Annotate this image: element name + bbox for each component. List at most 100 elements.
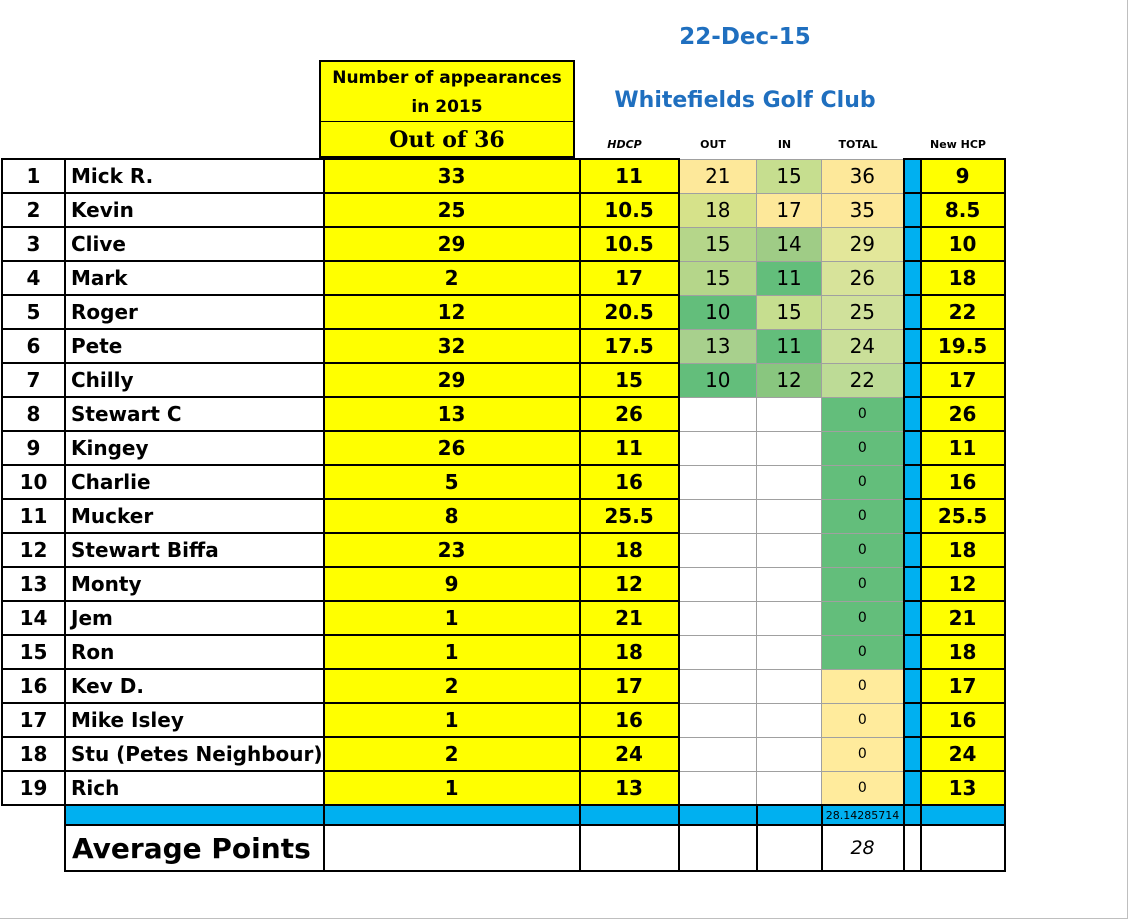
player-name-cell: Chilly [64, 362, 325, 398]
appearances-cell: 29 [322, 362, 581, 398]
out-cell [678, 396, 758, 432]
new-hcp-header: New HCP [930, 138, 986, 151]
blue-divider-cell [902, 396, 922, 432]
appearances-cell: 29 [322, 226, 581, 262]
blue-divider-cell [902, 464, 922, 500]
position-cell: 11 [1, 498, 66, 534]
out-header: OUT [700, 138, 726, 151]
out-cell: 15 [678, 260, 758, 296]
blue-divider-cell [902, 668, 922, 704]
summary-bar-row: 28.14285714 [2, 804, 1006, 826]
hdcp-cell: 13 [578, 770, 680, 806]
position-cell: 9 [1, 430, 66, 466]
total-cell: 35 [821, 192, 905, 228]
hdcp-cell: 11 [578, 158, 680, 194]
blue-divider-cell [902, 192, 922, 228]
player-row: 6 Pete 32 17.5 13 11 24 19.5 [1, 328, 1006, 364]
position-cell: 2 [1, 192, 66, 228]
position-cell: 18 [1, 736, 66, 772]
new-hcp-cell: 22 [919, 294, 1006, 330]
in-cell [756, 532, 823, 568]
total-header: TOTAL [838, 138, 878, 151]
appearances-cell: 23 [322, 532, 581, 568]
blue-divider-cell [902, 532, 922, 568]
position-cell: 1 [1, 158, 66, 194]
total-cell: 0 [821, 600, 905, 636]
average-row: Average Points 28 [2, 824, 1006, 872]
appearances-cell: 26 [322, 430, 581, 466]
appearances-cell: 12 [322, 294, 581, 330]
out-of-label: Out of 36 [319, 122, 575, 158]
in-cell: 12 [756, 362, 823, 398]
appearances-cell: 25 [322, 192, 581, 228]
player-name-cell: Kingey [64, 430, 325, 466]
total-cell: 36 [821, 158, 905, 194]
in-cell [756, 736, 823, 772]
out-cell [678, 770, 758, 806]
player-name-cell: Pete [64, 328, 325, 364]
out-cell [678, 498, 758, 534]
player-row: 1 Mick R. 33 11 21 15 36 9 [1, 158, 1006, 194]
in-cell: 11 [756, 260, 823, 296]
total-cell: 0 [821, 770, 905, 806]
player-name-cell: Stu (Petes Neighbour) [64, 736, 325, 772]
player-row: 11 Mucker 8 25.5 0 25.5 [1, 498, 1006, 534]
player-name-cell: Mucker [64, 498, 325, 534]
new-hcp-cell: 24 [919, 736, 1006, 772]
player-name-cell: Mike Isley [64, 702, 325, 738]
appearances-cell: 33 [322, 158, 581, 194]
in-cell [756, 396, 823, 432]
average-points-value: 28 [820, 824, 905, 872]
hdcp-cell: 16 [578, 702, 680, 738]
out-cell: 21 [678, 158, 758, 194]
position-cell: 19 [1, 770, 66, 806]
average-points-label: Average Points [64, 824, 325, 872]
blue-divider-cell [902, 770, 922, 806]
position-cell: 10 [1, 464, 66, 500]
new-hcp-cell: 11 [919, 430, 1006, 466]
blue-divider-cell [902, 294, 922, 330]
appearances-cell: 1 [322, 770, 581, 806]
hdcp-cell: 18 [578, 634, 680, 670]
player-row: 4 Mark 2 17 15 11 26 18 [1, 260, 1006, 296]
in-cell [756, 498, 823, 534]
in-cell: 17 [756, 192, 823, 228]
hdcp-header: HDCP [607, 138, 642, 151]
new-hcp-cell: 10 [919, 226, 1006, 262]
player-name-cell: Rich [64, 770, 325, 806]
new-hcp-cell: 17 [919, 362, 1006, 398]
in-cell: 14 [756, 226, 823, 262]
in-cell [756, 600, 823, 636]
appearances-cell: 2 [322, 668, 581, 704]
total-cell: 29 [821, 226, 905, 262]
blue-divider-cell [902, 430, 922, 466]
player-name-cell: Stewart Biffa [64, 532, 325, 568]
new-hcp-cell: 12 [919, 566, 1006, 602]
hdcp-cell: 12 [578, 566, 680, 602]
total-cell: 0 [821, 396, 905, 432]
player-row: 8 Stewart C 13 26 0 26 [1, 396, 1006, 432]
player-name-cell: Clive [64, 226, 325, 262]
total-cell: 0 [821, 736, 905, 772]
hdcp-cell: 24 [578, 736, 680, 772]
appearances-cell: 2 [322, 260, 581, 296]
total-cell: 25 [821, 294, 905, 330]
scores-table: 1 Mick R. 33 11 21 15 36 9 2 Kevin 25 10.5 18 17 35 8.5… [1, 158, 1006, 872]
player-row: 16 Kev D. 2 17 0 17 [1, 668, 1006, 704]
out-cell: 18 [678, 192, 758, 228]
position-cell: 12 [1, 532, 66, 568]
player-name-cell: Mick R. [64, 158, 325, 194]
appearances-cell: 2 [322, 736, 581, 772]
appearances-cell: 5 [322, 464, 581, 500]
player-row: 5 Roger 12 20.5 10 15 25 22 [1, 294, 1006, 330]
blue-divider-cell [902, 566, 922, 602]
player-row: 18 Stu (Petes Neighbour) 2 24 0 24 [1, 736, 1006, 772]
club-title: Whitefields Golf Club [614, 88, 876, 113]
new-hcp-cell: 25.5 [919, 498, 1006, 534]
out-cell: 10 [678, 362, 758, 398]
blue-divider-cell [902, 328, 922, 364]
in-cell: 15 [756, 158, 823, 194]
new-hcp-cell: 18 [919, 532, 1006, 568]
player-row: 14 Jem 1 21 0 21 [1, 600, 1006, 636]
